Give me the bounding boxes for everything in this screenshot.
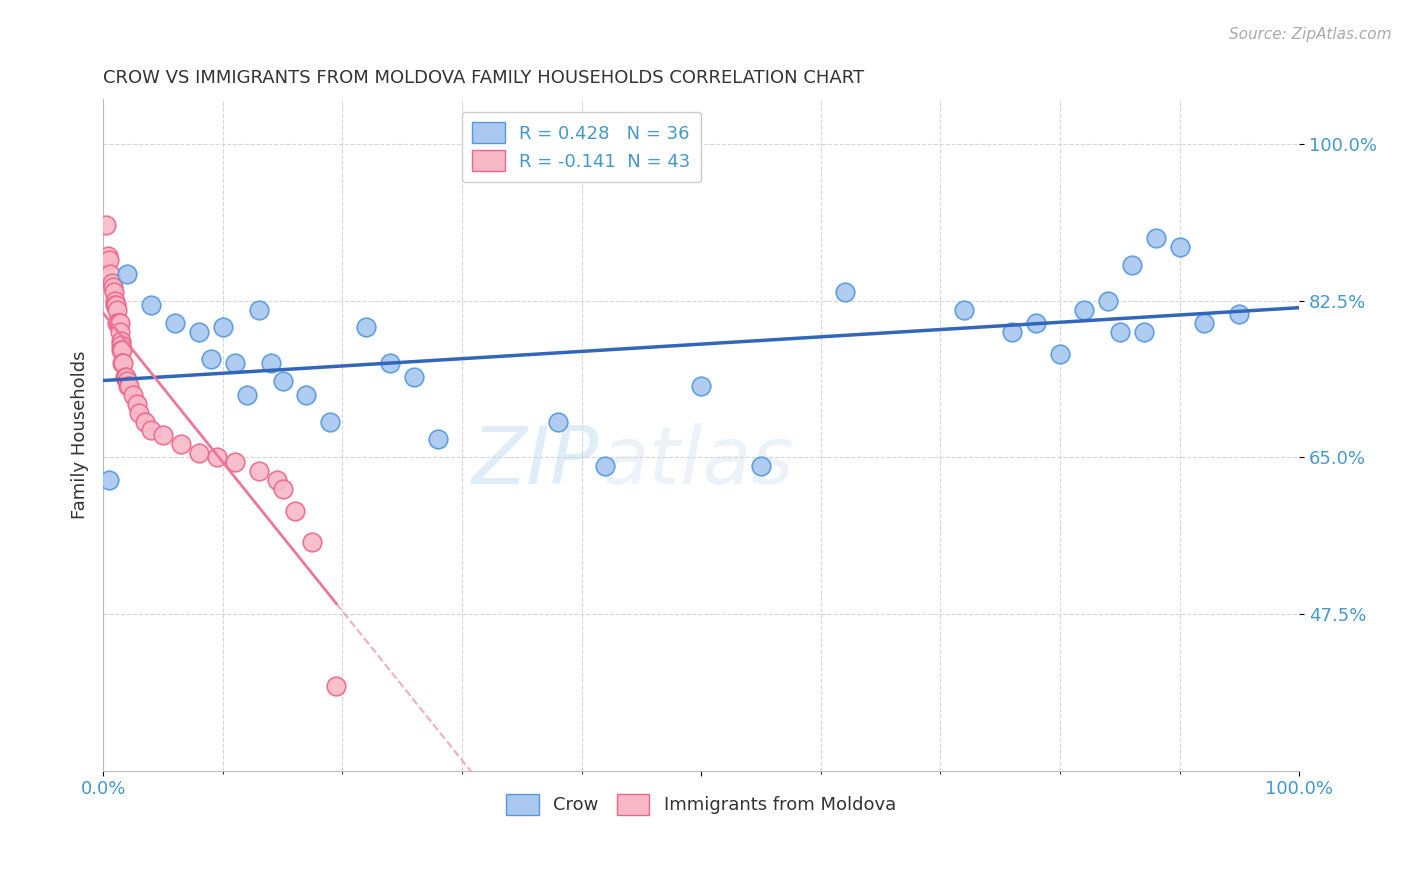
Y-axis label: Family Households: Family Households bbox=[72, 351, 89, 519]
Point bbox=[834, 285, 856, 299]
Point bbox=[187, 325, 209, 339]
Point bbox=[211, 320, 233, 334]
Point bbox=[259, 356, 281, 370]
Point bbox=[547, 415, 569, 429]
Point bbox=[301, 535, 323, 549]
Point bbox=[325, 679, 347, 693]
Point bbox=[1001, 325, 1024, 339]
Point bbox=[235, 387, 257, 401]
Point bbox=[224, 455, 246, 469]
Point bbox=[1073, 302, 1095, 317]
Point bbox=[271, 374, 294, 388]
Point bbox=[247, 464, 270, 478]
Point bbox=[1097, 293, 1119, 308]
Point bbox=[108, 325, 131, 339]
Point bbox=[205, 450, 228, 465]
Point bbox=[283, 504, 305, 518]
Point bbox=[104, 298, 127, 312]
Point bbox=[427, 433, 450, 447]
Point bbox=[107, 316, 129, 330]
Point bbox=[271, 482, 294, 496]
Point bbox=[110, 334, 132, 348]
Point bbox=[114, 369, 136, 384]
Point bbox=[115, 374, 138, 388]
Point bbox=[98, 253, 121, 268]
Point bbox=[266, 473, 288, 487]
Point bbox=[319, 415, 342, 429]
Point bbox=[1132, 325, 1154, 339]
Point bbox=[111, 356, 134, 370]
Point bbox=[1192, 316, 1215, 330]
Point bbox=[115, 369, 138, 384]
Point bbox=[224, 356, 246, 370]
Point bbox=[404, 369, 426, 384]
Point bbox=[110, 338, 132, 352]
Legend: Crow, Immigrants from Moldova: Crow, Immigrants from Moldova bbox=[499, 787, 903, 822]
Point bbox=[110, 343, 132, 357]
Point bbox=[1025, 316, 1047, 330]
Point bbox=[152, 428, 174, 442]
Point bbox=[100, 276, 122, 290]
Point bbox=[98, 267, 121, 281]
Point bbox=[134, 415, 156, 429]
Text: ZIP: ZIP bbox=[472, 423, 599, 500]
Point bbox=[380, 356, 402, 370]
Point bbox=[139, 424, 162, 438]
Point bbox=[295, 387, 318, 401]
Point bbox=[107, 302, 129, 317]
Point bbox=[107, 316, 129, 330]
Point bbox=[125, 396, 148, 410]
Point bbox=[187, 446, 209, 460]
Point bbox=[356, 320, 378, 334]
Point bbox=[108, 316, 131, 330]
Point bbox=[1121, 258, 1143, 272]
Point bbox=[94, 218, 117, 232]
Point bbox=[1168, 240, 1191, 254]
Point bbox=[953, 302, 976, 317]
Point bbox=[1108, 325, 1130, 339]
Text: CROW VS IMMIGRANTS FROM MOLDOVA FAMILY HOUSEHOLDS CORRELATION CHART: CROW VS IMMIGRANTS FROM MOLDOVA FAMILY H… bbox=[103, 69, 865, 87]
Point bbox=[1049, 347, 1071, 361]
Text: Source: ZipAtlas.com: Source: ZipAtlas.com bbox=[1229, 27, 1392, 42]
Point bbox=[170, 437, 193, 451]
Point bbox=[247, 302, 270, 317]
Point bbox=[98, 473, 121, 487]
Point bbox=[1229, 307, 1251, 321]
Point bbox=[117, 378, 139, 392]
Point bbox=[200, 351, 222, 366]
Point bbox=[97, 249, 120, 263]
Point bbox=[115, 267, 138, 281]
Point bbox=[690, 378, 713, 392]
Point bbox=[104, 293, 127, 308]
Point bbox=[749, 459, 772, 474]
Point bbox=[105, 298, 128, 312]
Point bbox=[107, 316, 129, 330]
Point bbox=[103, 285, 125, 299]
Point bbox=[112, 356, 135, 370]
Point bbox=[101, 280, 124, 294]
Point bbox=[595, 459, 617, 474]
Point bbox=[1144, 231, 1167, 245]
Point bbox=[122, 387, 145, 401]
Text: atlas: atlas bbox=[599, 423, 794, 500]
Point bbox=[163, 316, 186, 330]
Point bbox=[128, 406, 150, 420]
Point bbox=[118, 378, 141, 392]
Point bbox=[111, 343, 134, 357]
Point bbox=[139, 298, 162, 312]
